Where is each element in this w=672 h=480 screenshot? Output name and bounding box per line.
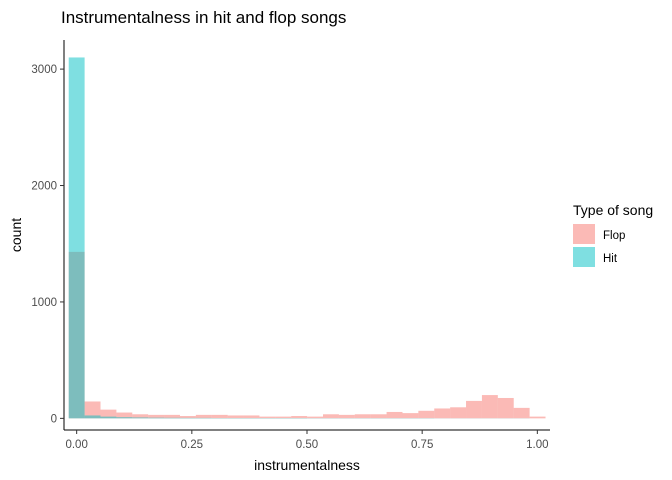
bar-flop-28 [513, 407, 530, 419]
bar-flop-24 [450, 407, 467, 419]
chart-title: Instrumentalness in hit and flop songs [61, 8, 346, 27]
bar-flop-14 [291, 416, 308, 419]
bar-flop-8 [195, 414, 212, 419]
legend-label-flop: Flop [603, 230, 625, 242]
bar-flop-21 [402, 413, 419, 419]
bar-flop-18 [354, 414, 371, 419]
bar-hit-4 [132, 417, 149, 419]
bar-flop-25 [466, 400, 482, 419]
bar-hit-5 [148, 417, 165, 419]
x-axis-ticks: 0.00 0.25 0.50 0.75 1.00 [65, 430, 549, 451]
x-tick-label: 0.50 [296, 439, 318, 451]
bar-flop-7 [179, 416, 196, 419]
x-tick-label: 0.75 [411, 439, 433, 451]
legend-label-hit: Hit [603, 253, 618, 265]
bar-flop-17 [338, 414, 355, 419]
bar-flop-29 [529, 416, 546, 419]
bar-hit-6 [164, 417, 180, 419]
bar-flop-16 [323, 414, 339, 419]
legend-key-flop [573, 224, 595, 244]
bar-hit-2 [100, 416, 117, 419]
bar-flop-9 [211, 414, 228, 419]
bar-flop-5 [148, 414, 165, 419]
bar-hit-1 [84, 415, 101, 419]
legend-key-hit [573, 247, 595, 267]
x-tick-label: 1.00 [526, 439, 548, 451]
bar-flop-3 [116, 412, 133, 419]
bar-flop-1 [84, 401, 101, 419]
bar-flop-15 [307, 416, 324, 419]
y-axis-ticks: 0 1000 2000 3000 [31, 64, 64, 425]
y-tick-label: 2000 [31, 181, 57, 193]
bar-flop-2 [100, 409, 117, 419]
x-tick-label: 0.25 [181, 439, 203, 451]
bar-flop-20 [386, 411, 403, 419]
bar-hit-3 [116, 417, 133, 419]
bar-flop-26 [481, 395, 498, 419]
y-axis-title: count [8, 218, 24, 252]
bar-flop-19 [370, 414, 387, 419]
bar-flop-12 [259, 416, 276, 419]
bar-flop-6 [164, 414, 180, 419]
bar-flop-23 [434, 408, 451, 419]
bar-flop-27 [497, 397, 514, 419]
legend: Type of song Flop Hit [573, 202, 653, 267]
flop-bars [68, 251, 546, 419]
x-tick-label: 0.00 [65, 439, 87, 451]
bar-flop-11 [243, 415, 260, 419]
bar-flop-13 [275, 416, 292, 419]
y-tick-label: 0 [51, 413, 57, 425]
hit-bars [68, 57, 530, 419]
bar-flop-22 [418, 410, 435, 419]
bar-flop-4 [132, 414, 149, 419]
y-tick-label: 1000 [31, 297, 57, 309]
x-axis-title: instrumentalness [254, 457, 360, 473]
y-tick-label: 3000 [31, 64, 57, 76]
bar-hit-0 [68, 57, 85, 419]
legend-title: Type of song [573, 202, 653, 218]
bar-flop-10 [227, 415, 244, 419]
